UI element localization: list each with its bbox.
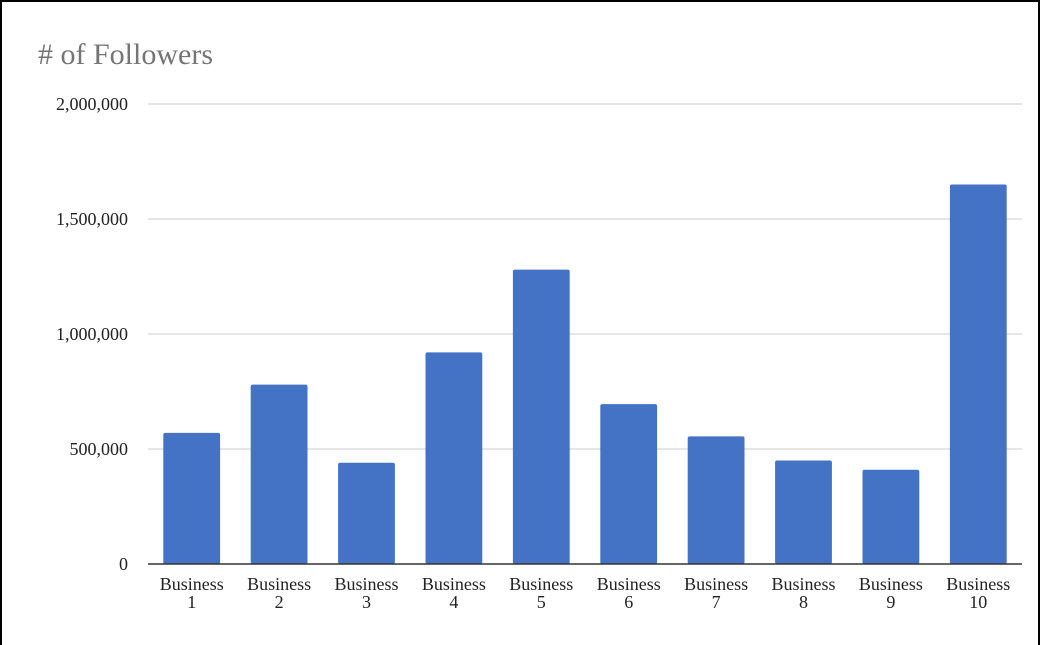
- bars: [163, 184, 1007, 564]
- x-axis-category-labels: Business 1 Business 2 Business 3 Business 4 Busi…: [160, 574, 1011, 612]
- bar: [512, 269, 570, 564]
- y-tick-label: 500,000: [70, 439, 129, 459]
- x-category-label: Business 5: [509, 574, 573, 612]
- chart-title: # of Followers: [38, 38, 213, 71]
- bar: [862, 469, 920, 564]
- x-category-label: Business 9: [859, 574, 923, 612]
- x-category-label: Business 4: [422, 574, 486, 612]
- y-tick-label: 0: [119, 554, 128, 574]
- y-tick-label: 1,000,000: [56, 324, 128, 344]
- bar: [600, 404, 658, 564]
- x-category-label: Business 3: [334, 574, 398, 612]
- x-category-label: Business 8: [771, 574, 835, 612]
- bar: [949, 184, 1007, 564]
- bar: [775, 460, 832, 564]
- x-category-label: Business 2: [247, 574, 311, 612]
- bar: [338, 462, 395, 564]
- bar: [163, 432, 221, 564]
- y-axis-tick-labels: 0 500,000 1,000,000 1,500,000 2,000,000: [56, 94, 128, 574]
- x-category-label: Business 6: [597, 574, 661, 612]
- y-tick-label: 1,500,000: [56, 209, 128, 229]
- bar: [687, 436, 745, 564]
- x-category-label: Business 10: [946, 574, 1010, 612]
- x-category-label: Business 1: [160, 574, 224, 612]
- y-tick-label: 2,000,000: [56, 94, 128, 114]
- bar: [250, 384, 308, 564]
- bar: [425, 352, 483, 564]
- x-category-label: Business 7: [684, 574, 748, 612]
